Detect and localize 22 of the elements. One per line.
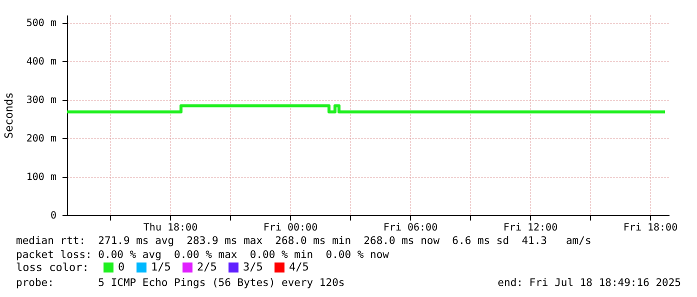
- y-tick-label: 500 m: [26, 18, 56, 30]
- legend-label: 2/5: [197, 260, 217, 274]
- y-tick-label: 300 m: [26, 95, 56, 106]
- legend-label: 4/5: [289, 260, 309, 274]
- y-tick-label: 400 m: [26, 56, 56, 68]
- y-tick-label: 100 m: [26, 172, 56, 184]
- legend-label: 0: [118, 260, 125, 274]
- x-tick-label: Fri 00:00: [263, 222, 318, 234]
- y-tick-label: 200 m: [26, 134, 56, 145]
- legend-label: 3/5: [243, 260, 263, 274]
- x-tick-label: Fri 18:00: [623, 222, 678, 234]
- y-axis-title: Seconds: [2, 92, 16, 139]
- text: end: Fri Jul 18 18:49:16 2025: [498, 276, 681, 290]
- legend-title: loss color:: [16, 261, 89, 274]
- x-tick-label: Fri 12:00: [503, 222, 558, 234]
- x-tick-label: Fri 06:00: [383, 222, 438, 234]
- y-tick-label: 0: [50, 210, 56, 222]
- text: probe: 5 ICMP Echo Pings (56 Bytes) every 120s: [16, 276, 345, 290]
- x-tick-label: Thu 18:00: [143, 222, 198, 234]
- legend-label: 1/5: [151, 260, 171, 274]
- text: median rtt: 271.9 ms avg 283.9 ms max 268.0 ms min 268.0 ms now 6.6 ms sd 41.3 am/s: [16, 234, 592, 248]
- text: packet loss: 0.00 % avg 0.00 % max 0.00 % min 0.00 % now: [16, 248, 389, 262]
